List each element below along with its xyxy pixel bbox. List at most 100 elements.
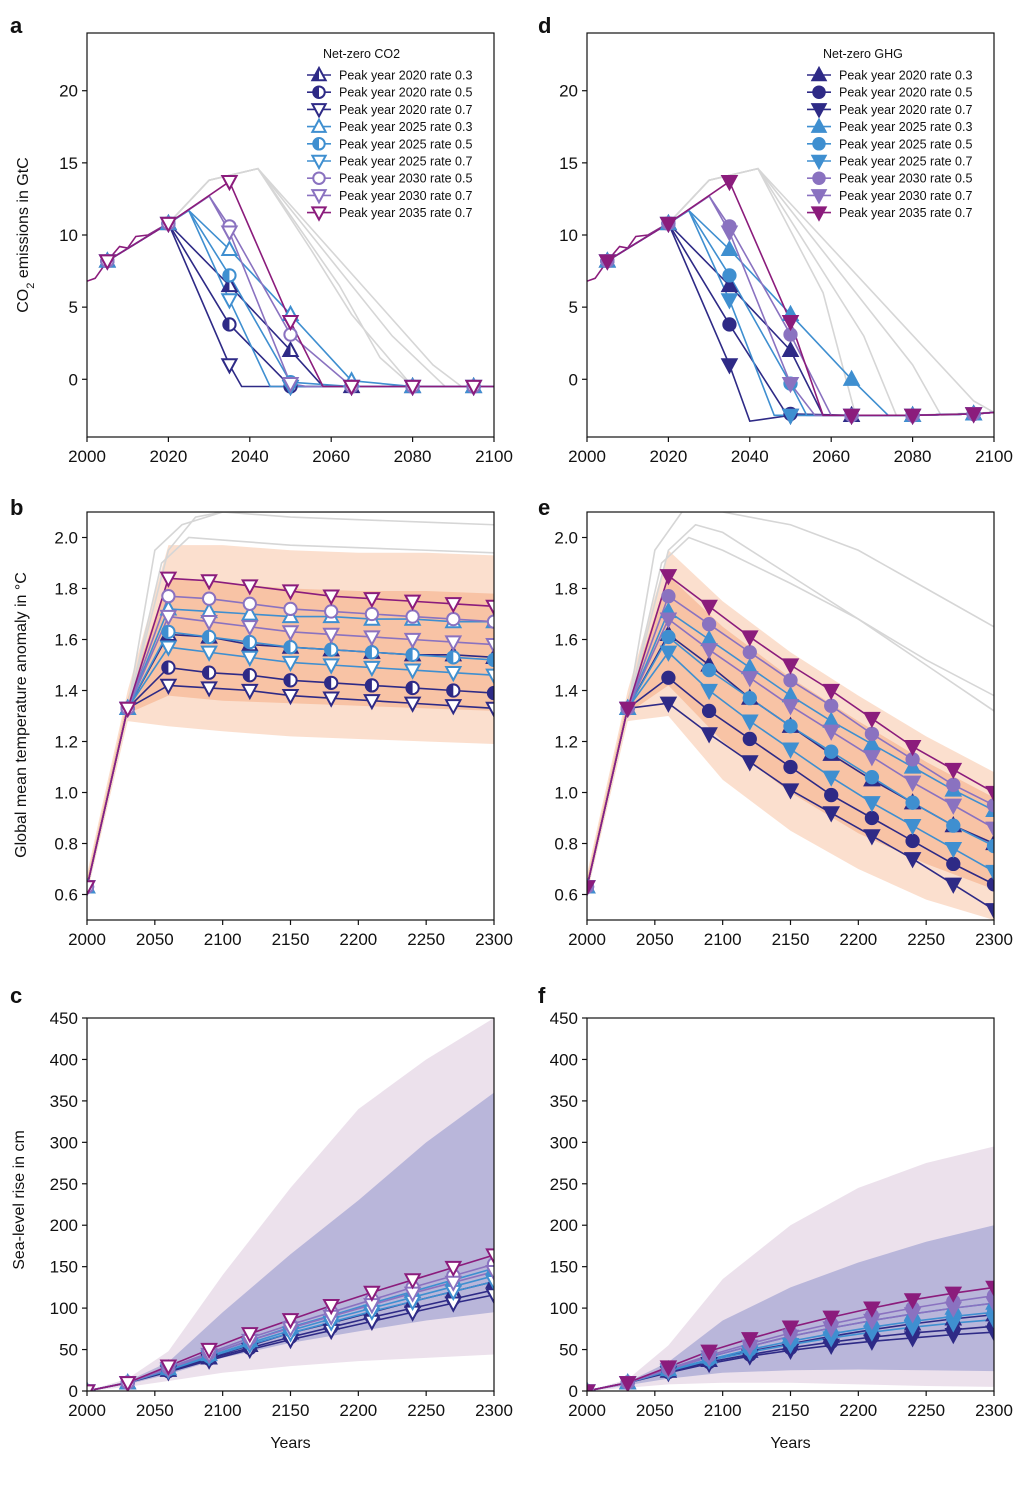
uncertainty-band-outer [587, 550, 994, 920]
y-tick-label: 1.6 [54, 631, 78, 650]
data-point [159, 1359, 178, 1376]
data-point-half [81, 881, 87, 893]
data-point [781, 376, 800, 394]
y-tick-label: 0 [69, 1382, 78, 1401]
legend-marker [310, 206, 328, 222]
legend-marker [310, 117, 328, 133]
panel-a: 2000 2020 2040 2060 2080 2100 0 5 10 15 20 a CO2 emi… [10, 13, 513, 466]
data-point [742, 645, 757, 660]
y-tick-label: 20 [59, 82, 78, 101]
data-point [200, 574, 218, 591]
legend-marker [310, 154, 328, 171]
data-point [118, 701, 137, 718]
data-point-half [284, 674, 291, 687]
series-line [606, 222, 994, 423]
data-point [281, 625, 300, 642]
data-point-half [81, 881, 87, 893]
data-point [587, 880, 596, 897]
data-point [363, 1285, 381, 1302]
x-tick-label: 2000 [568, 930, 606, 949]
x-tick-label: 2040 [731, 447, 769, 466]
data-point [781, 699, 800, 716]
legend-marker [812, 171, 826, 185]
data-point [661, 629, 676, 645]
y-tick-label: 5 [69, 298, 78, 317]
legend-entry: Peak year 2025 rate 0.5 [839, 137, 972, 151]
y-tick-label: 400 [50, 1050, 78, 1069]
data-point [118, 1376, 137, 1391]
legend-marker [810, 189, 828, 205]
data-point [220, 174, 239, 192]
x-tick-label: 2100 [475, 447, 513, 466]
legend-entry: Peak year 2020 rate 0.7 [839, 103, 972, 117]
data-point [659, 696, 678, 713]
x-tick-label: 2150 [772, 930, 810, 949]
data-point [159, 640, 178, 657]
data-point [864, 726, 880, 741]
data-point [485, 1288, 494, 1305]
legend-marker-half [312, 68, 319, 81]
data-point [824, 698, 839, 713]
legend-entry: Peak year 2020 rate 0.5 [839, 86, 972, 100]
uncertainty-band-outer [87, 545, 494, 895]
panel-e: 2000 2050 2100 2150 2200 2250 2300 0.6 0.8 1.0 1.2… [538, 495, 1013, 949]
data-point [485, 1265, 494, 1282]
x-tick-label: 2300 [475, 930, 513, 949]
legend-entry: Peak year 2025 rate 0.3 [839, 120, 972, 134]
data-point [403, 594, 422, 611]
data-point [740, 1332, 759, 1349]
data-point-half [365, 679, 372, 692]
data-point [485, 599, 494, 616]
y-tick-label: 250 [50, 1175, 78, 1194]
data-point-half [406, 648, 413, 661]
x-tick-label: 2300 [475, 1401, 513, 1420]
series-line [606, 222, 994, 417]
data-point-half [80, 879, 87, 892]
data-point [444, 597, 463, 614]
plot-area-e [587, 512, 994, 920]
data-point-half [80, 1384, 87, 1397]
data-point [159, 609, 178, 627]
data-point [720, 275, 739, 293]
data-point [403, 663, 422, 680]
legend-marker [310, 103, 328, 119]
legend-entry: Peak year 2025 rate 0.7 [339, 155, 472, 169]
legend-marker [310, 189, 328, 205]
data-point [863, 829, 881, 846]
data-point [946, 856, 961, 872]
data-point [700, 643, 718, 660]
data-point [985, 864, 994, 882]
data-point [281, 688, 300, 706]
data-point [200, 645, 218, 662]
data-point-half [487, 686, 494, 700]
data-point [159, 571, 178, 588]
data-point [944, 1286, 963, 1303]
data-point [446, 611, 461, 627]
legend-entry: Peak year 2020 rate 0.3 [339, 69, 472, 83]
y-tick-label: 0.8 [54, 835, 78, 854]
y-axis-label: Sea-level rise in cm [11, 1130, 28, 1270]
data-point-half [325, 676, 332, 689]
legend-entry: Peak year 2030 rate 0.5 [839, 172, 972, 186]
data-point [964, 407, 983, 424]
data-point [200, 681, 218, 698]
panel-letter: f [538, 983, 546, 1008]
panel-c: 2000 2050 2100 2150 2200 2250 2300 0 50 100 150 200… [10, 983, 513, 1452]
data-point [322, 691, 341, 708]
data-point [661, 589, 676, 604]
data-point [824, 744, 839, 759]
data-point [863, 750, 881, 767]
legend-marker [810, 103, 828, 119]
legend-entry: Peak year 2020 rate 0.3 [839, 69, 972, 83]
data-point-half [406, 681, 413, 695]
data-point [342, 379, 361, 397]
data-point [324, 604, 339, 619]
y-tick-label: 1.0 [54, 784, 78, 803]
data-point-half [202, 666, 210, 679]
y-tick-label: 200 [550, 1216, 578, 1235]
x-axis-label: Years [770, 1435, 810, 1452]
data-point [322, 658, 341, 675]
data-point [281, 655, 300, 673]
data-point [822, 683, 841, 701]
data-point [159, 678, 178, 695]
